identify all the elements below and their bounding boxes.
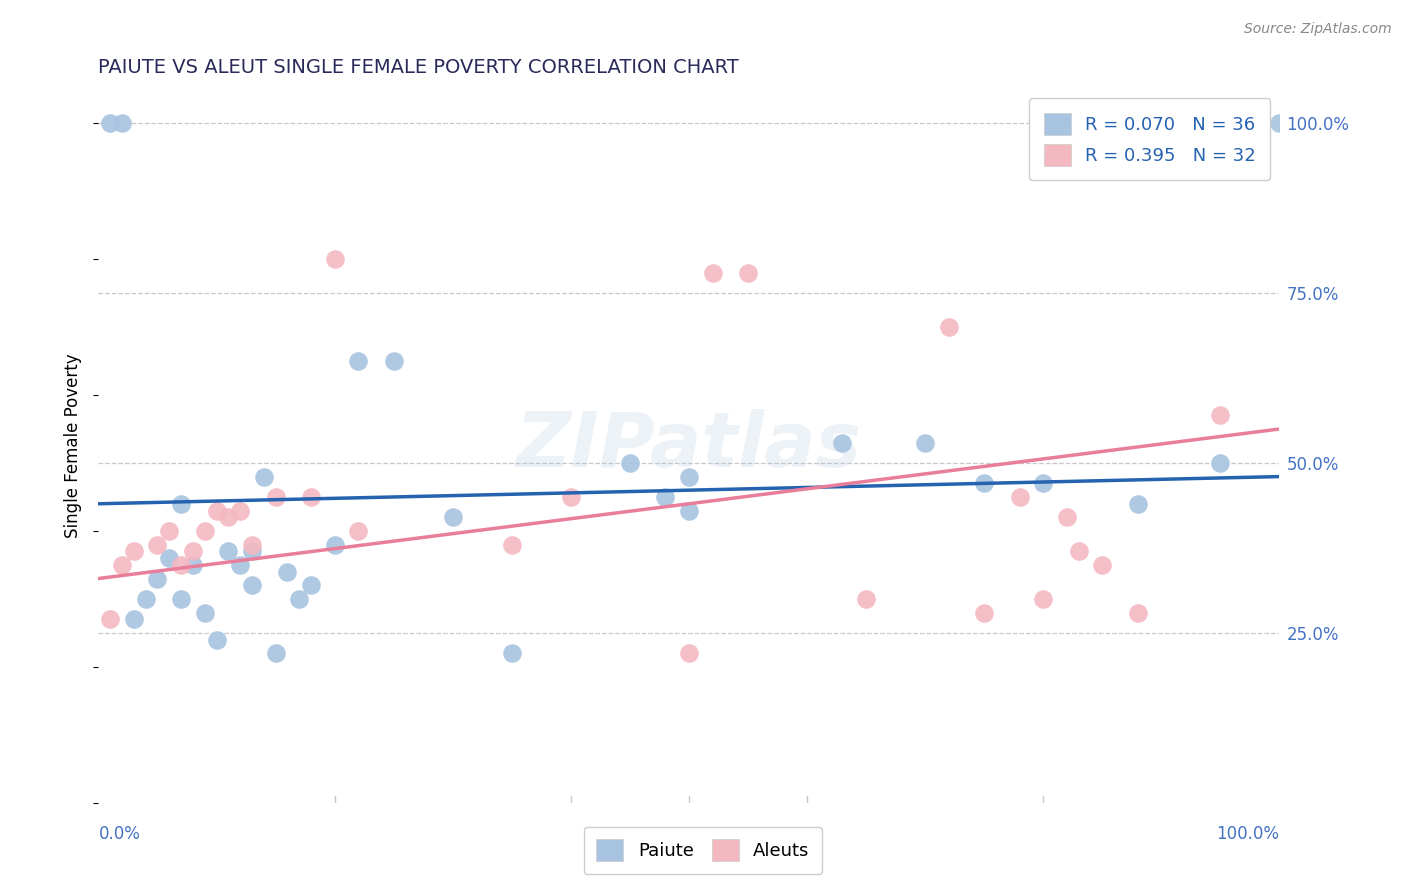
Text: 100.0%: 100.0% (1216, 825, 1279, 843)
Point (1067, 544, 1090, 558)
Point (170, 497, 193, 511)
Point (973, 476, 995, 491)
Point (122, 544, 145, 558)
Point (938, 320, 960, 334)
Point (240, 578, 263, 592)
Point (240, 537, 263, 551)
Point (678, 646, 700, 660)
Point (229, 503, 252, 517)
Point (1126, 606, 1149, 620)
Point (382, 354, 405, 368)
Point (146, 537, 169, 551)
Point (1126, 497, 1149, 511)
Point (702, 266, 724, 280)
Point (146, 572, 169, 586)
Point (157, 524, 180, 538)
Point (560, 490, 582, 504)
Point (1056, 510, 1078, 524)
Legend: Paiute, Aleuts: Paiute, Aleuts (583, 827, 823, 874)
Point (323, 537, 346, 551)
Point (1209, 409, 1232, 423)
Point (122, 612, 145, 626)
Point (831, 435, 853, 450)
Point (347, 354, 370, 368)
Point (217, 510, 239, 524)
Point (253, 469, 276, 483)
Point (1209, 456, 1232, 470)
Text: 0.0%: 0.0% (98, 825, 141, 843)
Point (157, 551, 180, 566)
Point (299, 490, 322, 504)
Point (914, 435, 936, 450)
Point (240, 544, 263, 558)
Point (288, 591, 311, 606)
Y-axis label: Single Female Poverty: Single Female Poverty (65, 354, 83, 538)
Point (678, 469, 700, 483)
Point (855, 591, 877, 606)
Point (170, 591, 193, 606)
Point (347, 524, 370, 538)
Point (501, 537, 523, 551)
Point (323, 252, 346, 266)
Point (229, 558, 252, 572)
Point (205, 503, 228, 517)
Point (441, 510, 464, 524)
Point (678, 503, 700, 517)
Point (170, 558, 193, 572)
Point (737, 266, 759, 280)
Point (98, 612, 121, 626)
Point (111, 558, 134, 572)
Legend: R = 0.070   N = 36, R = 0.395   N = 32: R = 0.070 N = 36, R = 0.395 N = 32 (1029, 98, 1271, 180)
Point (111, 116, 134, 130)
Text: PAIUTE VS ALEUT SINGLE FEMALE POVERTY CORRELATION CHART: PAIUTE VS ALEUT SINGLE FEMALE POVERTY CO… (98, 58, 740, 77)
Point (1008, 490, 1031, 504)
Point (501, 646, 523, 660)
Point (194, 524, 217, 538)
Point (299, 578, 322, 592)
Point (194, 606, 217, 620)
Point (1150, 163, 1173, 178)
Point (181, 544, 204, 558)
Point (264, 490, 287, 504)
Point (135, 591, 157, 606)
Point (973, 606, 995, 620)
Point (217, 544, 239, 558)
Point (654, 490, 676, 504)
Point (1032, 476, 1054, 491)
Text: Source: ZipAtlas.com: Source: ZipAtlas.com (1244, 22, 1392, 37)
Point (98, 116, 121, 130)
Point (619, 456, 641, 470)
Point (1268, 116, 1291, 130)
Point (1091, 558, 1114, 572)
Point (181, 558, 204, 572)
Point (205, 632, 228, 647)
Text: ZIPatlas: ZIPatlas (516, 409, 862, 483)
Point (1032, 591, 1054, 606)
Point (276, 565, 298, 579)
Point (264, 646, 287, 660)
